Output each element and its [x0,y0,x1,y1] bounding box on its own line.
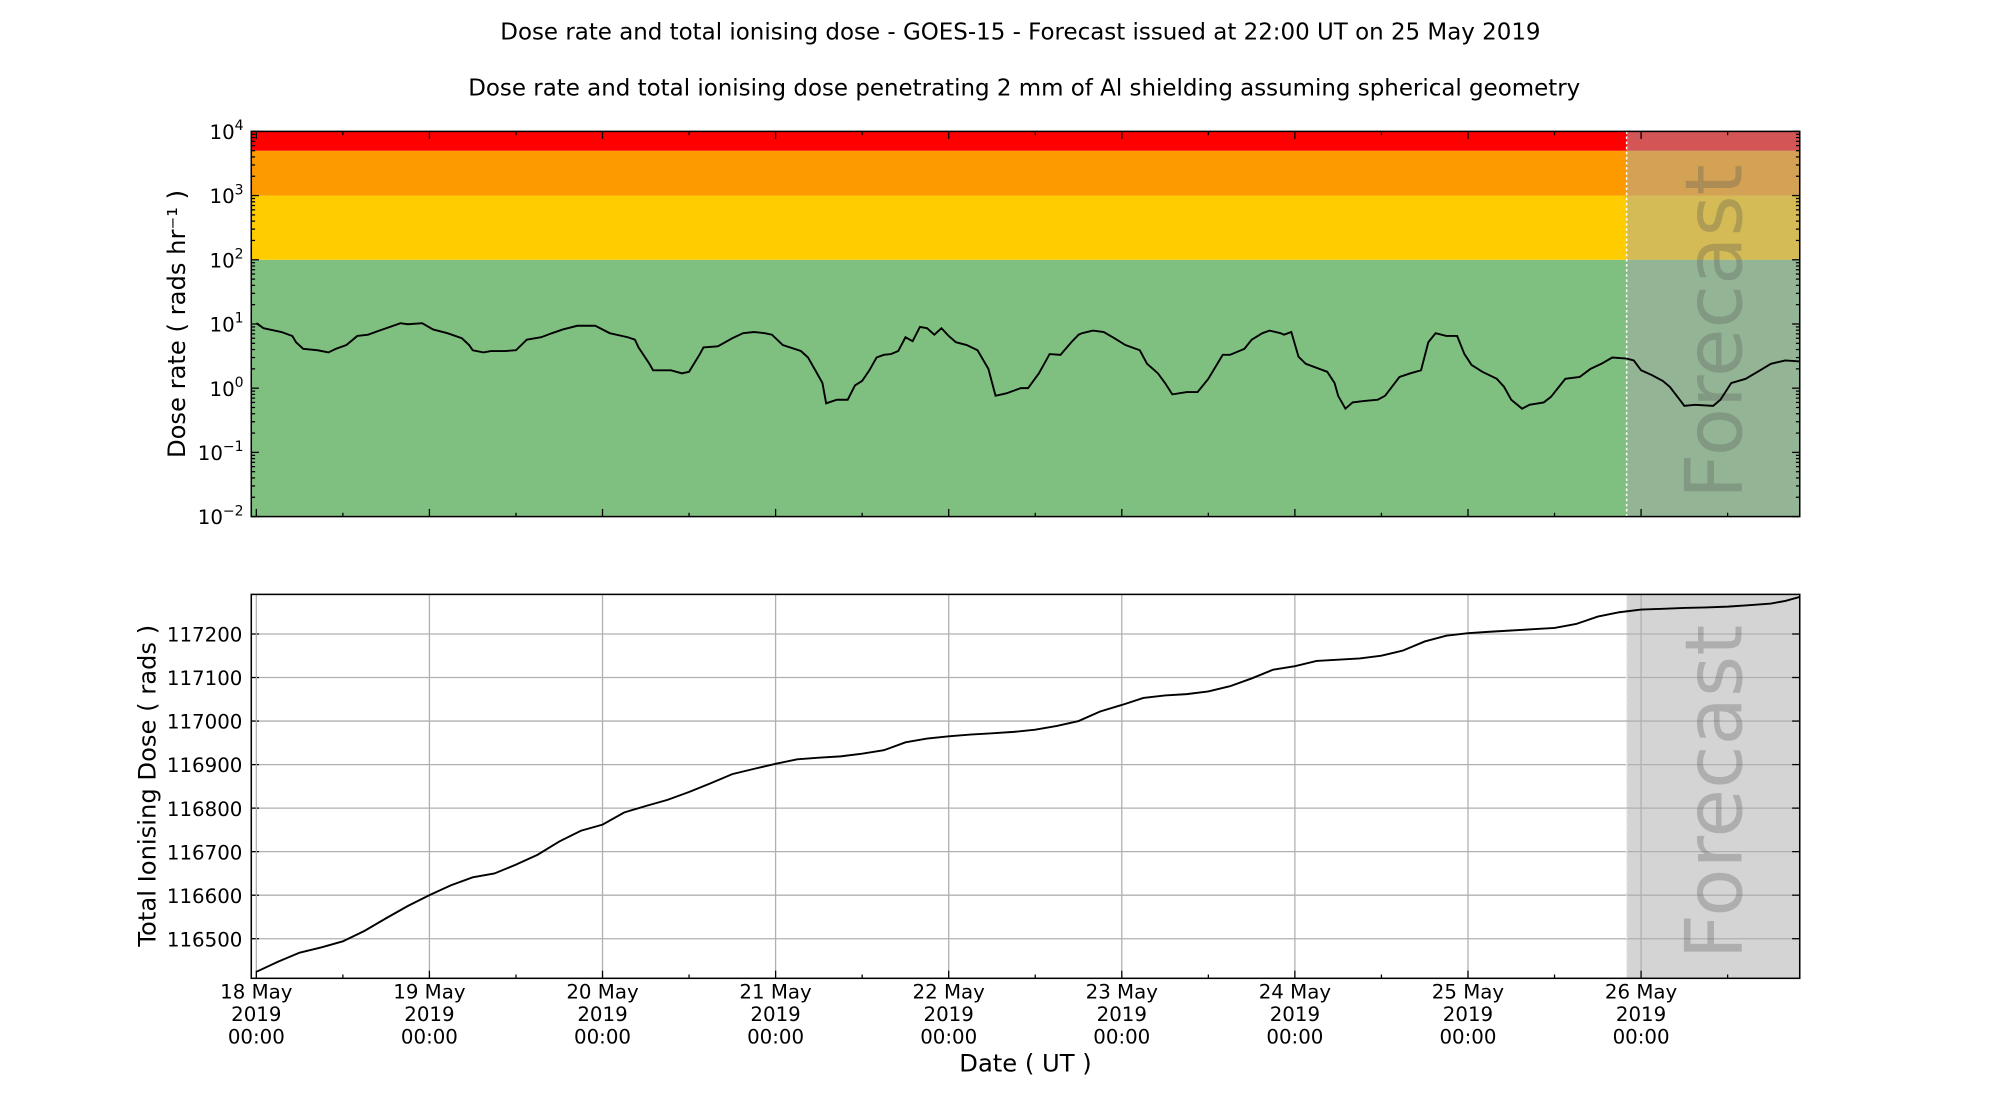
total-dose-line [255,596,1800,973]
x-tick-label: 00:00 [1439,1025,1496,1048]
x-tick-label: 2019 [924,1003,974,1026]
x-tick-label: 00:00 [1093,1025,1150,1048]
y-tick-label: 117000 [167,711,242,734]
x-tick-label: 2019 [577,1003,627,1026]
y-tick-label: 10−1 [198,439,244,465]
x-tick-label: 2019 [404,1003,454,1026]
x-tick-label: 19 May [393,981,466,1004]
y-tick-label: 116600 [167,885,242,908]
forecast-region [1626,131,1800,517]
x-tick-label: 26 May [1605,981,1678,1004]
x-tick-label: 24 May [1259,981,1332,1004]
y-tick-label: 116800 [167,798,242,821]
x-tick-label: 20 May [566,981,639,1004]
y-tick-label: 104 [210,118,244,144]
y-tick-label: 117200 [167,624,242,647]
y-tick-label: 117100 [167,667,242,690]
dose-rate-panel: Forecast 10−2 10−1 100 101 102 103 104 [198,118,1801,529]
x-axis-label: Date ( UT ) [959,1049,1091,1077]
plot-frame [250,130,1801,518]
dose-rate-line [255,322,1800,411]
y-tick-label: 116500 [167,928,242,951]
plot-frame [250,593,1801,980]
x-tick-label: 00:00 [574,1025,631,1048]
x-tick-label: 00:00 [401,1025,458,1048]
x-tick-label: 18 May [220,981,293,1004]
x-tick-label: 00:00 [228,1025,285,1048]
risk-band [251,150,1800,196]
x-tick-label: 00:00 [920,1025,977,1048]
x-tick-label: 00:00 [1266,1025,1323,1048]
x-tick-label: 22 May [913,981,986,1004]
chart-title: Dose rate and total ionising dose - GOES… [500,20,1540,46]
risk-band [251,131,1800,151]
risk-band [251,195,1800,260]
y-tick-label: 116900 [167,754,242,777]
x-tick-label: 2019 [1616,1003,1666,1026]
y-tick-label: 10−2 [198,503,244,529]
y-tick-label: 101 [210,311,244,337]
x-tick-label: 2019 [1270,1003,1320,1026]
y-tick-label: 116700 [167,841,242,864]
y-tick-label: 102 [210,247,244,273]
x-tick-label: 2019 [1097,1003,1147,1026]
chart-subtitle: Dose rate and total ionising dose penetr… [468,76,1580,102]
total-dose-panel: 116500 116600 116700 116800 116900 117000 1171… [167,593,1801,1048]
x-tick-label: 2019 [750,1003,800,1026]
y-tick-label: 100 [210,375,244,401]
dose-rate-ylabel: Dose rate ( rads hr⁻¹ ) [163,190,191,458]
forecast-label: Forecast [1668,625,1760,960]
forecast-region [1626,594,1800,979]
x-tick-label: 23 May [1086,981,1159,1004]
x-tick-label: 2019 [1443,1003,1493,1026]
x-tick-label: 25 May [1432,981,1505,1004]
x-tick-label: 21 May [739,981,812,1004]
x-tick-label: 00:00 [747,1025,804,1048]
x-tick-label: 2019 [231,1003,281,1026]
x-tick-label: 00:00 [1613,1025,1670,1048]
total-dose-ylabel: Total Ionising Dose ( rads ) [134,625,162,948]
forecast-label: Forecast [1668,164,1760,499]
y-tick-label: 103 [210,182,244,208]
